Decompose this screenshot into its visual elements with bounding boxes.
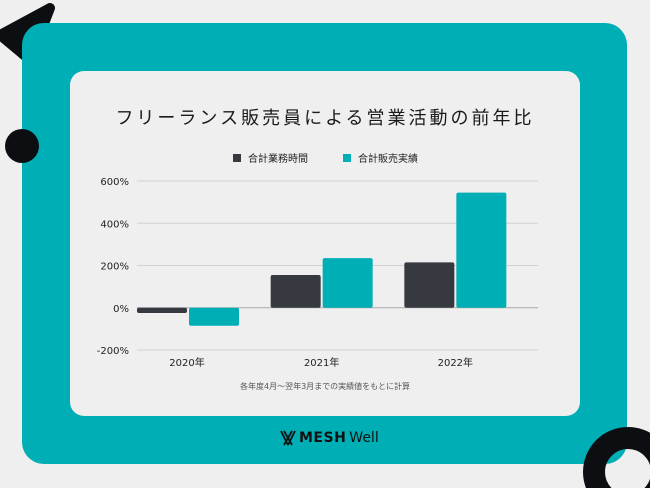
legend-label: 合計業務時間 <box>248 152 308 165</box>
x-tick-label: 2022年 <box>438 356 473 369</box>
bar-chart: 600% 400% 200% 0% -200% 2020年 2021年 2022年 合計業務時間… <box>97 152 538 369</box>
x-tick-label: 2021年 <box>304 356 339 369</box>
bar-sales <box>322 258 373 308</box>
decorative-ring <box>583 427 650 488</box>
bar-hours <box>270 275 321 308</box>
legend-swatch <box>233 154 241 162</box>
chart-footnote: 各年度4月〜翌年3月までの実績値をもとに計算 <box>239 382 411 391</box>
bar-hours <box>404 262 455 308</box>
y-tick-label: 600% <box>100 177 129 188</box>
logo-text-light: Well <box>349 430 379 446</box>
bar-hours <box>137 307 187 314</box>
chart-title: フリーランス販売員による営業活動の前年比 <box>115 108 535 129</box>
bar-sales <box>189 307 239 326</box>
chart-card: フリーランス販売員による営業活動の前年比 600% 400% 200% 0% -200%… <box>70 71 580 416</box>
y-tick-label: -200% <box>97 346 129 357</box>
y-tick-label: 0% <box>113 304 129 315</box>
logo-mark-icon <box>280 430 296 446</box>
logo-text-bold: MESH <box>299 430 347 446</box>
bar-sales <box>456 192 507 308</box>
legend-label: 合計販売実績 <box>358 152 418 165</box>
y-tick-label: 200% <box>100 262 129 273</box>
x-tick-label: 2020年 <box>169 356 204 369</box>
legend-swatch <box>343 154 351 162</box>
decorative-circle <box>5 129 39 163</box>
meshwell-logo: MESH Well <box>280 430 379 446</box>
y-tick-label: 400% <box>100 219 129 230</box>
